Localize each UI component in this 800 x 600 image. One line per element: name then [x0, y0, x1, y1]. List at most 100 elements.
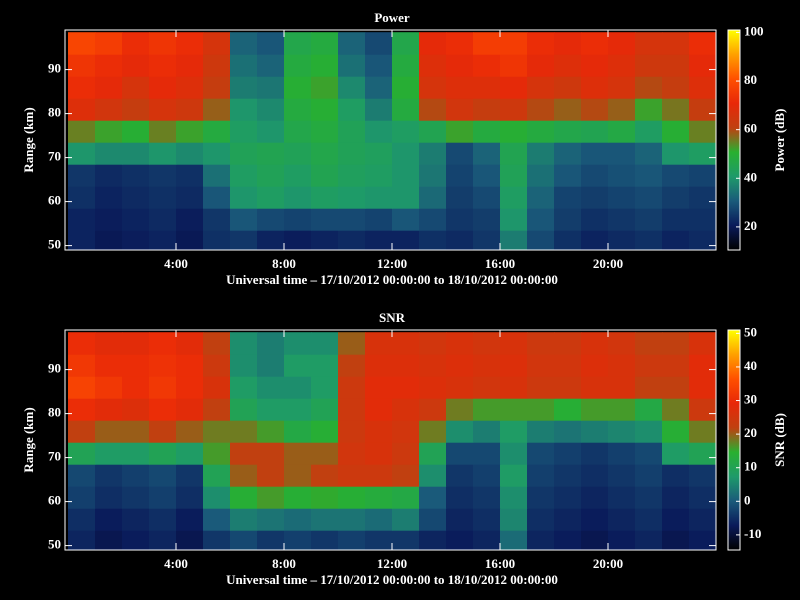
heatmap-cell	[284, 142, 312, 165]
heatmap-cell	[122, 186, 150, 209]
heatmap-cell	[446, 398, 474, 421]
heatmap-cell	[392, 376, 420, 399]
heatmap-cell	[527, 376, 555, 399]
heatmap-cell	[527, 354, 555, 377]
heatmap-cell	[662, 420, 690, 443]
heatmap-cell	[257, 76, 285, 99]
heatmap-cell	[473, 164, 501, 187]
heatmap-cell	[581, 442, 609, 465]
heatmap-cell	[149, 142, 177, 165]
y-tick-label: 50	[48, 237, 61, 252]
heatmap-cell	[95, 230, 123, 250]
heatmap-cell	[473, 508, 501, 531]
heatmap-cell	[68, 464, 96, 487]
heatmap-cell	[149, 32, 177, 55]
heatmap-cell	[230, 164, 258, 187]
heatmap-cell	[392, 442, 420, 465]
heatmap-cell	[662, 354, 690, 377]
heatmap-cell	[257, 142, 285, 165]
heatmap-cell	[311, 376, 339, 399]
heatmap-cell	[635, 142, 663, 165]
heatmap-cell	[446, 376, 474, 399]
heatmap-cell	[149, 464, 177, 487]
heatmap-cell	[257, 442, 285, 465]
heatmap-cell	[68, 54, 96, 77]
heatmap-cell	[419, 120, 447, 143]
heatmap-cell	[419, 420, 447, 443]
heatmap-cell	[176, 530, 204, 550]
heatmap-cell	[230, 54, 258, 77]
heatmap-cell	[149, 332, 177, 355]
heatmap-cell	[68, 420, 96, 443]
heatmap-cell	[284, 208, 312, 231]
heatmap-cell	[581, 142, 609, 165]
heatmap-cell	[230, 464, 258, 487]
heatmap-cell	[527, 208, 555, 231]
heatmap-cell	[419, 354, 447, 377]
heatmap-cell	[257, 32, 285, 55]
heatmap-cell	[419, 208, 447, 231]
heatmap-cell	[662, 398, 690, 421]
heatmap-cell	[230, 142, 258, 165]
heatmap-cell	[311, 486, 339, 509]
heatmap-cell	[500, 32, 528, 55]
y-tick-label: 50	[48, 537, 61, 552]
heatmap-cell	[527, 120, 555, 143]
heatmap-cell	[419, 142, 447, 165]
heatmap-cell	[608, 230, 636, 250]
heatmap-cell	[230, 486, 258, 509]
heatmap-cell	[284, 420, 312, 443]
colorbar-tick-label: -10	[744, 526, 761, 541]
heatmap-cell	[338, 120, 366, 143]
heatmap-cell	[284, 530, 312, 550]
heatmap-cell	[419, 32, 447, 55]
heatmap-cell	[149, 354, 177, 377]
heatmap-cell	[635, 32, 663, 55]
heatmap-cell	[689, 508, 716, 531]
heatmap-cell	[122, 354, 150, 377]
heatmap-cell	[230, 398, 258, 421]
heatmap-cell	[311, 530, 339, 550]
heatmap-cell	[203, 420, 231, 443]
heatmap-cell	[635, 208, 663, 231]
heatmap-cell	[473, 530, 501, 550]
heatmap-cell	[311, 208, 339, 231]
heatmap-cell	[284, 54, 312, 77]
heatmap-cell	[392, 508, 420, 531]
heatmap-cell	[392, 164, 420, 187]
heatmap-cell	[122, 398, 150, 421]
heatmap-cell	[392, 98, 420, 121]
heatmap-cell	[500, 508, 528, 531]
heatmap-cell	[473, 186, 501, 209]
heatmap-cell	[95, 54, 123, 77]
colorbar-tick-label: 60	[744, 121, 757, 136]
plot-frame	[64, 29, 717, 251]
x-tick-label: 8:00	[272, 256, 296, 271]
heatmap-cell	[419, 54, 447, 77]
heatmap-cell	[554, 54, 582, 77]
heatmap-cell	[500, 464, 528, 487]
heatmap-cell	[608, 98, 636, 121]
heatmap-cell	[554, 76, 582, 99]
heatmap-cell	[689, 442, 716, 465]
heatmap-cell	[365, 420, 393, 443]
heatmap-cell	[635, 332, 663, 355]
heatmap-cell	[500, 120, 528, 143]
x-tick-label: 4:00	[164, 256, 188, 271]
heatmap-cell	[581, 186, 609, 209]
heatmap-cell	[149, 530, 177, 550]
x-axis-label: Universal time – 17/10/2012 00:00:00 to …	[226, 572, 558, 587]
heatmap-cell	[311, 142, 339, 165]
heatmap-cell	[122, 54, 150, 77]
heatmap-cell	[203, 486, 231, 509]
x-tick-label: 16:00	[485, 256, 515, 271]
heatmap-cell	[662, 486, 690, 509]
heatmap-cell	[95, 208, 123, 231]
heatmap-cell	[446, 332, 474, 355]
heatmap-cell	[149, 186, 177, 209]
heatmap-cell	[257, 98, 285, 121]
heatmap-cell	[581, 398, 609, 421]
heatmap-cell	[311, 230, 339, 250]
heatmap-cell	[68, 398, 96, 421]
